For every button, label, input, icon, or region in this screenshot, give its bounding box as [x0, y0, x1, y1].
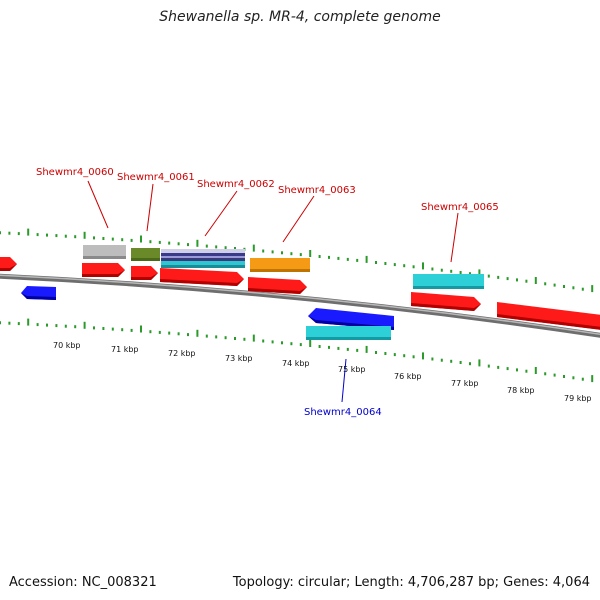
leader-line-0065 — [450, 212, 459, 263]
scale-label: 76 kbp — [394, 372, 422, 381]
scale-label: 70 kbp — [53, 341, 81, 350]
cds-arrow-edge-left[interactable] — [0, 257, 17, 271]
reverse-tick-track — [0, 318, 594, 383]
scale-label: 77 kbp — [451, 379, 479, 388]
accession-text: Accession: NC_008321 — [9, 575, 157, 590]
leader-line-0062 — [204, 190, 238, 237]
cds-arrow-0062[interactable] — [160, 268, 244, 286]
gene-label-0065[interactable]: Shewmr4_0065 — [421, 202, 499, 213]
feature-block-cyan-0064[interactable] — [306, 326, 391, 340]
genome-backbone — [0, 273, 600, 338]
gene-label-0064[interactable]: Shewmr4_0064 — [304, 407, 382, 418]
leader-line-0063 — [282, 195, 315, 243]
leader-line-0060 — [87, 180, 109, 229]
cds-arrow-0061[interactable] — [131, 266, 158, 280]
map-title: Shewanella sp. MR-4, complete genome — [159, 9, 441, 25]
gene-label-0062[interactable]: Shewmr4_0062 — [197, 179, 275, 190]
feature-block-gray[interactable] — [83, 245, 126, 259]
cds-arrow-reverse-left[interactable] — [21, 286, 56, 300]
scale-label: 71 kbp — [111, 345, 139, 354]
gene-label-0063[interactable]: Shewmr4_0063 — [278, 185, 356, 196]
scale-label: 74 kbp — [282, 359, 310, 368]
leader-line-0064 — [341, 358, 347, 403]
feature-block-cyan-right[interactable] — [413, 274, 484, 289]
cds-arrow-edge-right[interactable] — [497, 302, 600, 330]
feature-block-orange[interactable] — [250, 258, 310, 272]
feature-block-striped[interactable] — [161, 249, 245, 268]
forward-tick-track — [0, 228, 594, 293]
scale-label: 73 kbp — [225, 354, 253, 363]
scale-label: 72 kbp — [168, 349, 196, 358]
cds-arrow-0060[interactable] — [82, 263, 125, 277]
cds-arrow-0063[interactable] — [248, 277, 307, 294]
feature-block-green[interactable] — [131, 248, 160, 261]
leader-line-0061 — [146, 183, 154, 232]
genome-summary-text: Topology: circular; Length: 4,706,287 bp… — [232, 575, 590, 590]
scale-label: 79 kbp — [564, 394, 592, 403]
cds-arrow-0065[interactable] — [411, 292, 481, 311]
gene-label-0060[interactable]: Shewmr4_0060 — [36, 167, 114, 178]
gene-label-0061[interactable]: Shewmr4_0061 — [117, 172, 195, 183]
scale-label: 78 kbp — [507, 386, 535, 395]
scale-label: 75 kbp — [338, 365, 366, 374]
